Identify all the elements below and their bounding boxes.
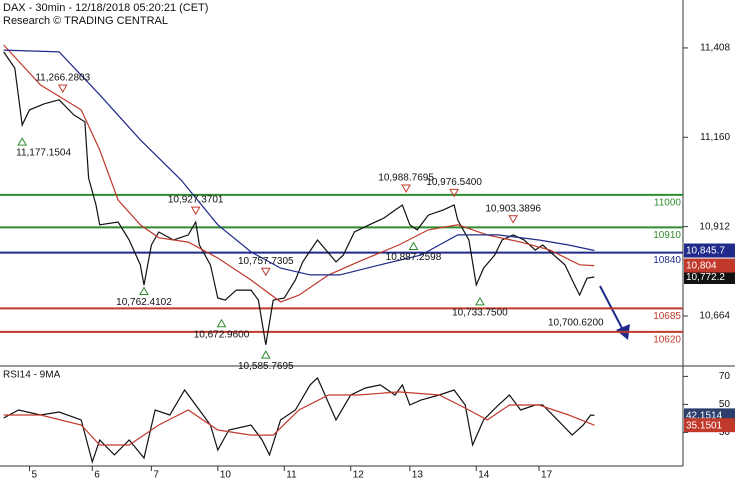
low-marker xyxy=(260,350,271,359)
price-tag xyxy=(684,418,735,433)
rsi-title: RSI14 - 9MA xyxy=(3,370,61,381)
high-marker xyxy=(190,206,201,216)
level-label: 10910 xyxy=(653,230,681,241)
price-tag xyxy=(684,243,735,258)
target-label: 10,700.6200 xyxy=(548,317,604,328)
x-tick-label: 7 xyxy=(153,470,159,480)
x-tick-label: 5 xyxy=(32,470,38,480)
high-marker xyxy=(449,188,459,198)
series-line xyxy=(3,51,595,345)
low-marker xyxy=(139,286,149,296)
x-tick-label: 6 xyxy=(94,470,100,480)
y-tick-label: 30 xyxy=(719,427,731,438)
high-marker xyxy=(260,267,271,277)
price-tag-label: 10,804 xyxy=(686,261,717,272)
series-line xyxy=(3,44,595,303)
annotation-label: 10,762.4102 xyxy=(116,297,172,308)
y-tick-label: 11,160 xyxy=(700,132,730,143)
level-label: 11000 xyxy=(654,198,682,209)
y-tick-label: 50 xyxy=(719,399,731,410)
annotation-label: 10,757.7305 xyxy=(238,256,294,267)
annotation-label: 10,887.2598 xyxy=(386,252,442,263)
annotation-label: 10,927.3701 xyxy=(168,195,224,206)
level-label: 10840 xyxy=(653,255,681,266)
annotation-label: 10,988.7695 xyxy=(378,173,434,184)
x-tick-label: 10 xyxy=(220,470,232,480)
low-marker xyxy=(475,296,485,306)
price-tag-label: 35.1501 xyxy=(686,420,723,431)
annotation-label: 10,733.7500 xyxy=(452,308,508,319)
low-marker xyxy=(216,318,227,328)
x-tick-label: 17 xyxy=(541,470,553,480)
y-tick-label: 11,408 xyxy=(700,43,730,54)
price-tag-label: 10,772.2 xyxy=(686,272,725,283)
low-marker xyxy=(408,241,419,251)
annotation-label: 11,266.2803 xyxy=(35,73,90,84)
x-tick-label: 12 xyxy=(353,470,365,480)
high-marker xyxy=(57,84,68,93)
price-tag-label: 10,845.7 xyxy=(686,246,725,257)
annotation-label: 11,177.1504 xyxy=(16,148,71,159)
annotation-label: 10,976.5400 xyxy=(426,177,482,188)
annotation-label: 10,585.7695 xyxy=(238,361,294,372)
high-marker xyxy=(508,215,519,224)
y-tick-label: 10,664 xyxy=(699,311,730,322)
y-tick-label: 10,912 xyxy=(699,221,730,232)
level-label: 10620 xyxy=(653,334,681,345)
y-tick-label: 70 xyxy=(719,371,731,382)
low-marker xyxy=(17,137,28,146)
price-tag xyxy=(684,258,735,273)
level-label: 10685 xyxy=(653,311,681,322)
high-marker xyxy=(401,184,411,193)
x-tick-label: 14 xyxy=(478,470,490,480)
price-tag-label: 42.1514 xyxy=(686,411,723,422)
header-subtitle: Research © TRADING CENTRAL xyxy=(3,15,168,27)
price-tag xyxy=(684,270,735,285)
header-title: DAX - 30min - 12/18/2018 05:20:21 (CET) xyxy=(3,2,208,14)
series-line xyxy=(3,49,595,276)
x-tick-label: 13 xyxy=(412,470,424,480)
x-tick-label: 11 xyxy=(286,470,297,480)
annotation-label: 10,672.9600 xyxy=(194,329,250,340)
annotation-label: 10,903.3896 xyxy=(485,203,541,214)
series-line xyxy=(3,391,595,446)
